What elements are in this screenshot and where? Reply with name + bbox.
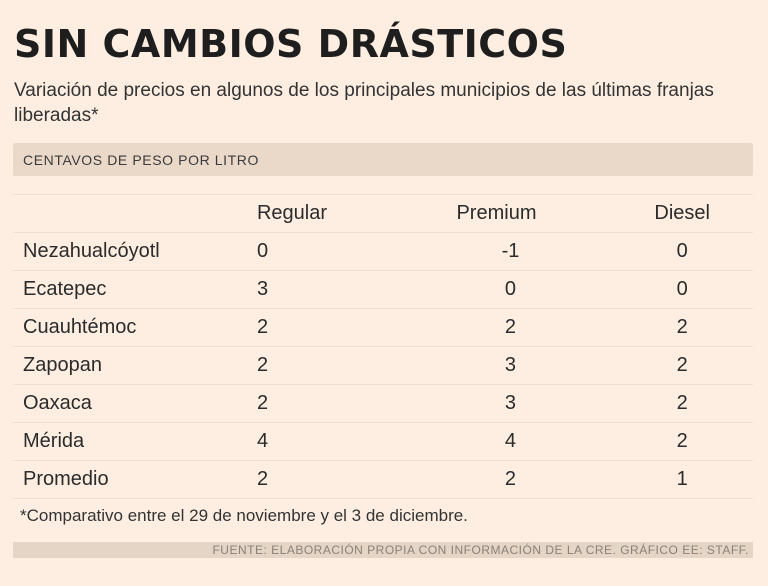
- table-row: Oaxaca 2 3 2: [13, 384, 753, 423]
- units-bar: CENTAVOS DE PESO POR LITRO: [13, 143, 753, 176]
- table-row: Mérida 4 4 2: [13, 422, 753, 461]
- premium-value: 3: [429, 384, 632, 423]
- header-premium: Premium: [429, 194, 632, 233]
- source-bar: FUENTE: ELABORACIÓN PROPIA CON INFORMACI…: [13, 542, 753, 558]
- municipality-label: Oaxaca: [13, 384, 255, 423]
- municipality-label: Mérida: [13, 422, 255, 461]
- regular-value: 2: [254, 346, 430, 385]
- municipality-label: Nezahualcóyotl: [13, 232, 255, 271]
- municipality-label: Zapopan: [13, 346, 255, 385]
- regular-value: 3: [254, 270, 430, 309]
- header-diesel: Diesel: [631, 194, 753, 233]
- diesel-value: 0: [631, 270, 753, 309]
- table-row: Nezahualcóyotl 0 -1 0: [13, 232, 753, 271]
- regular-value: 2: [254, 308, 430, 347]
- diesel-value: 2: [631, 346, 753, 385]
- regular-value: 4: [254, 422, 430, 461]
- premium-value: -1: [429, 232, 632, 271]
- premium-value: 3: [429, 346, 632, 385]
- diesel-value: 2: [631, 422, 753, 461]
- municipality-label: Promedio: [13, 460, 255, 499]
- regular-value: 2: [254, 460, 430, 499]
- source-text: FUENTE: ELABORACIÓN PROPIA CON INFORMACI…: [212, 543, 749, 557]
- price-table: Regular Premium Diesel Nezahualcóyotl 0 -1…: [13, 194, 753, 499]
- premium-value: 2: [429, 460, 632, 499]
- chart-subtitle: Variación de precios en algunos de los p…: [14, 80, 714, 126]
- diesel-value: 2: [631, 384, 753, 423]
- premium-value: 2: [429, 308, 632, 347]
- chart-title: SIN CAMBIOS DRÁSTICOS: [14, 22, 568, 66]
- table-header-row: Regular Premium Diesel: [13, 194, 753, 233]
- footnote: *Comparativo entre el 29 de noviembre y …: [20, 506, 468, 525]
- diesel-value: 1: [631, 460, 753, 499]
- regular-value: 0: [254, 232, 430, 271]
- units-label: CENTAVOS DE PESO POR LITRO: [23, 152, 260, 168]
- diesel-value: 0: [631, 232, 753, 271]
- table-row: Zapopan 2 3 2: [13, 346, 753, 385]
- municipality-label: Ecatepec: [13, 270, 255, 309]
- premium-value: 4: [429, 422, 632, 461]
- table-row: Cuauhtémoc 2 2 2: [13, 308, 753, 347]
- table-row: Promedio 2 2 1: [13, 460, 753, 499]
- diesel-value: 2: [631, 308, 753, 347]
- table-row: Ecatepec 3 0 0: [13, 270, 753, 309]
- regular-value: 2: [254, 384, 430, 423]
- header-regular: Regular: [254, 194, 430, 233]
- premium-value: 0: [429, 270, 632, 309]
- header-municipality: [13, 194, 255, 233]
- municipality-label: Cuauhtémoc: [13, 308, 255, 347]
